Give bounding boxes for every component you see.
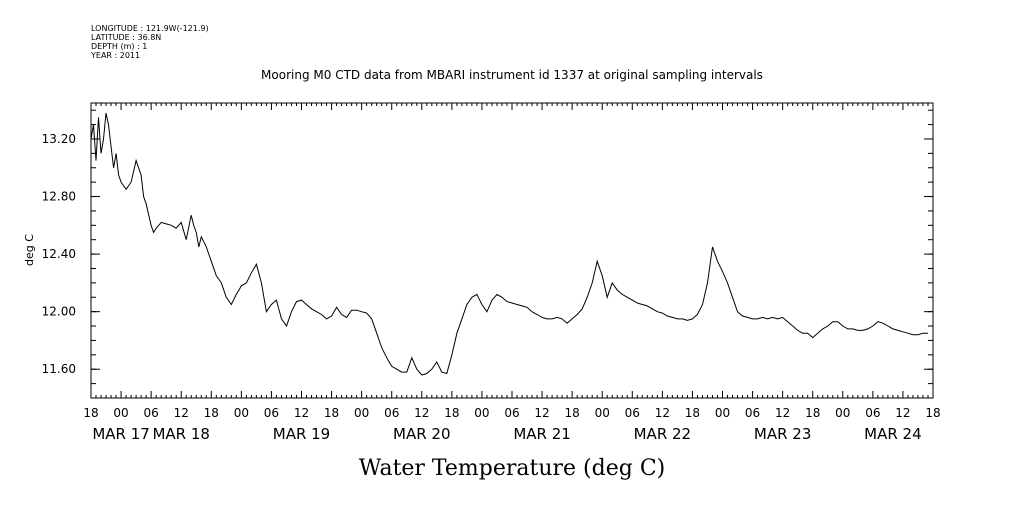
y-tick-label: 12.40 <box>42 247 76 261</box>
location-metadata: LONGITUDE : 121.9W(-121.9)LATITUDE : 36.… <box>90 24 209 60</box>
x-axis-label: Water Temperature (deg C) <box>359 456 666 481</box>
x-tick-label: 12 <box>775 406 790 420</box>
x-tick-label: 18 <box>925 406 940 420</box>
x-date-label: MAR 20 <box>393 425 450 443</box>
x-tick-label: 18 <box>685 406 700 420</box>
x-date-label: MAR 22 <box>634 425 691 443</box>
x-tick-label: 06 <box>504 406 519 420</box>
y-tick-label: 12.00 <box>42 305 76 319</box>
x-tick-label: 00 <box>595 406 610 420</box>
metadata-line: LATITUDE : 36.8N <box>91 33 161 42</box>
x-tick-label: 00 <box>835 406 850 420</box>
x-tick-label: 18 <box>444 406 459 420</box>
x-tick-label: 12 <box>895 406 910 420</box>
y-axis-label: deg C <box>23 234 36 266</box>
x-date-label: MAR 23 <box>754 425 811 443</box>
x-date-label: MAR 24 <box>864 425 921 443</box>
series-line-water-temperature <box>90 112 928 376</box>
x-date-label: MAR 21 <box>513 425 570 443</box>
x-tick-label: 12 <box>294 406 309 420</box>
x-tick-label: 12 <box>414 406 429 420</box>
plot-frame <box>90 102 934 399</box>
x-tick-label: 18 <box>565 406 580 420</box>
x-tick-label: 12 <box>534 406 549 420</box>
y-tick-label: 13.20 <box>42 132 76 146</box>
x-date-label: MAR 19 <box>273 425 330 443</box>
x-tick-label: 00 <box>113 406 128 420</box>
x-tick-label: 18 <box>204 406 219 420</box>
x-tick-label: 06 <box>144 406 159 420</box>
x-tick-label: 00 <box>474 406 489 420</box>
x-tick-label: 12 <box>174 406 189 420</box>
x-tick-label: 06 <box>745 406 760 420</box>
x-tick-label: 18 <box>805 406 820 420</box>
y-tick-label: 12.80 <box>42 190 76 204</box>
x-tick-label: 06 <box>264 406 279 420</box>
chart-title: Mooring M0 CTD data from MBARI instrumen… <box>261 68 763 82</box>
x-tick-label: 12 <box>655 406 670 420</box>
x-date-label: MAR 17 <box>92 425 149 443</box>
x-tick-label: 06 <box>865 406 880 420</box>
x-axis: 18 00 06 12 18 00 06 12 18 00 06 12 18 00 06 12 18 00 06 12… <box>83 103 941 443</box>
y-tick-label: 11.60 <box>42 362 76 376</box>
x-tick-label: 18 <box>324 406 339 420</box>
y-axis: 11.60 12.00 12.40 12.80 13.20 <box>42 109 933 399</box>
x-tick-label: 18 <box>83 406 98 420</box>
metadata-line: LONGITUDE : 121.9W(-121.9) <box>91 24 209 33</box>
metadata-line: DEPTH (m) : 1 <box>91 42 147 51</box>
x-tick-label: 00 <box>715 406 730 420</box>
x-tick-label: 00 <box>354 406 369 420</box>
x-tick-label: 06 <box>625 406 640 420</box>
x-tick-label: 06 <box>384 406 399 420</box>
metadata-line: YEAR : 2011 <box>90 51 140 60</box>
x-tick-label: 00 <box>234 406 249 420</box>
x-date-label: MAR 18 <box>152 425 209 443</box>
